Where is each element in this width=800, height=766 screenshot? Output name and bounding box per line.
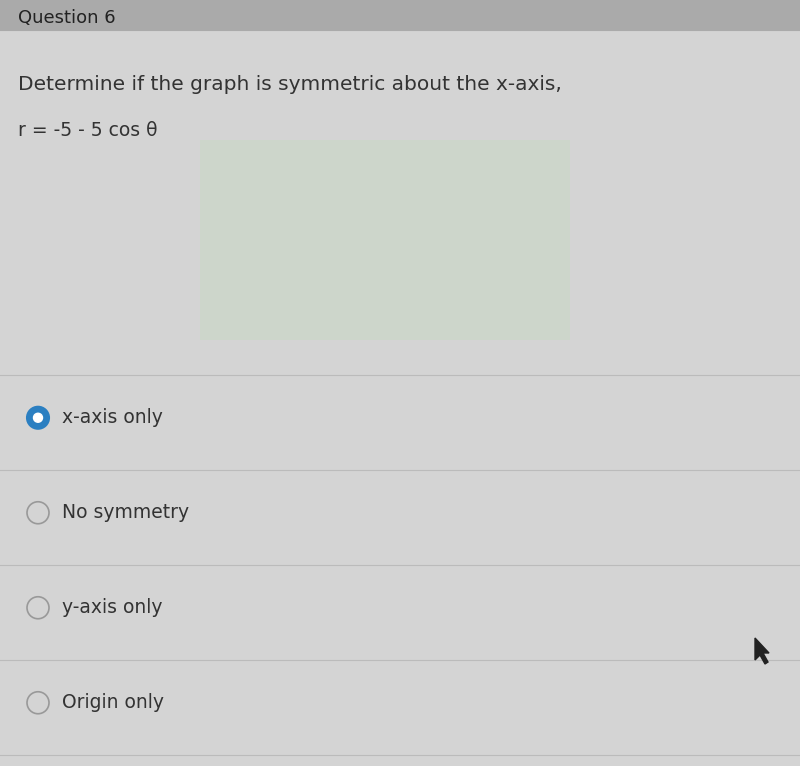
Text: x-axis only: x-axis only [62, 408, 163, 427]
Text: No symmetry: No symmetry [62, 503, 189, 522]
Circle shape [27, 692, 49, 714]
Text: Determine if the graph is symmetric about the x-axis,: Determine if the graph is symmetric abou… [18, 76, 562, 94]
Polygon shape [755, 638, 769, 664]
Text: Origin only: Origin only [62, 693, 164, 712]
Text: Question 6: Question 6 [18, 9, 116, 27]
Circle shape [27, 407, 49, 429]
Text: r = -5 - 5 cos θ: r = -5 - 5 cos θ [18, 120, 158, 139]
FancyBboxPatch shape [200, 140, 570, 340]
FancyBboxPatch shape [0, 0, 800, 30]
Text: y-axis only: y-axis only [62, 598, 162, 617]
Circle shape [27, 502, 49, 524]
Circle shape [34, 413, 42, 422]
Circle shape [27, 597, 49, 619]
